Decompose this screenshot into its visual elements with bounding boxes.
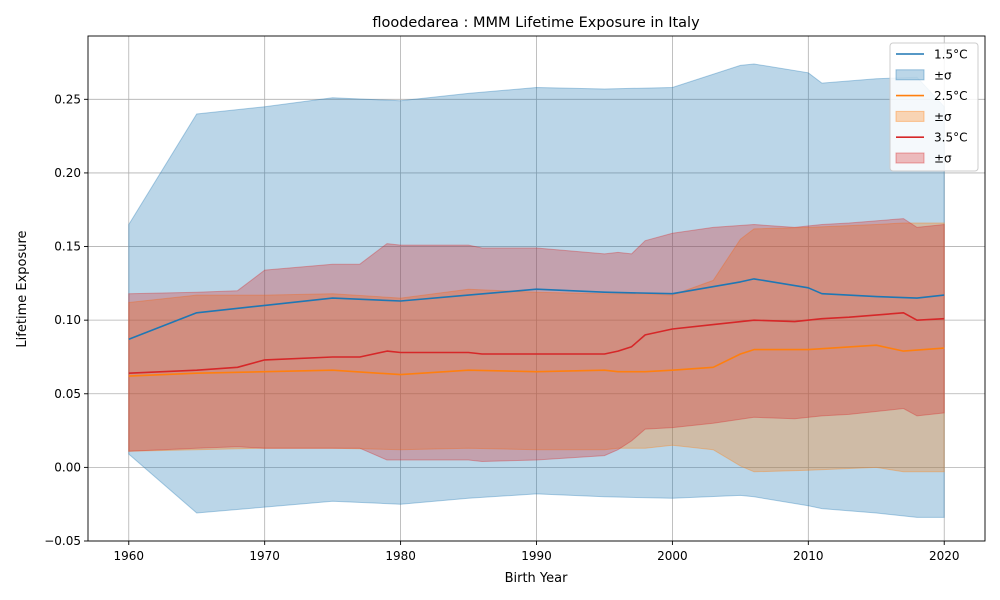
series-line-2: [128, 344, 945, 377]
y-tick-label: 0.15: [54, 240, 81, 254]
legend: 1.5°C ±σ 2.5°C ±σ 3.5°C ±σ: [889, 42, 979, 172]
legend-label: ±σ: [934, 110, 952, 124]
x-tick-label: 2020: [929, 549, 960, 563]
series-line-3: [128, 311, 945, 374]
band-3: [128, 218, 945, 463]
y-axis: −0.05 0.00 0.05 0.10 0.15 0.20 0.25: [44, 92, 88, 548]
x-tick-label: 2000: [657, 549, 688, 563]
legend-label: 1.5°C: [934, 48, 967, 62]
legend-box: [889, 42, 979, 172]
chart-title: floodedarea : MMM Lifetime Exposure in I…: [372, 15, 700, 31]
band-2: [128, 222, 945, 473]
y-tick-label: 0.20: [54, 166, 81, 180]
y-tick-label: −0.05: [44, 534, 81, 548]
legend-label: 3.5°C: [934, 131, 967, 145]
plot-area: [87, 35, 986, 542]
y-tick-label: 0.25: [54, 92, 81, 106]
series-line-1: [128, 278, 945, 341]
band-1: [128, 63, 945, 518]
x-tick-label: 2010: [793, 549, 824, 563]
x-tick-label: 1990: [521, 549, 552, 563]
y-tick-label: 0.10: [54, 313, 81, 327]
legend-band-swatch: [895, 152, 925, 164]
y-axis-label: Lifetime Exposure: [15, 230, 30, 347]
legend-label: ±σ: [934, 152, 952, 166]
legend-band-swatch: [895, 69, 925, 81]
x-tick-label: 1970: [249, 549, 280, 563]
x-tick-label: 1960: [113, 549, 144, 563]
y-tick-label: 0.00: [54, 460, 81, 474]
legend-label: ±σ: [934, 68, 952, 82]
legend-label: 2.5°C: [934, 89, 967, 103]
x-axis-label: Birth Year: [505, 571, 569, 586]
x-tick-label: 1980: [385, 549, 416, 563]
y-tick-label: 0.05: [54, 387, 81, 401]
legend-band-swatch: [895, 110, 925, 122]
x-axis: 1960 1970 1980 1990 2000 2010 2020: [113, 541, 960, 563]
